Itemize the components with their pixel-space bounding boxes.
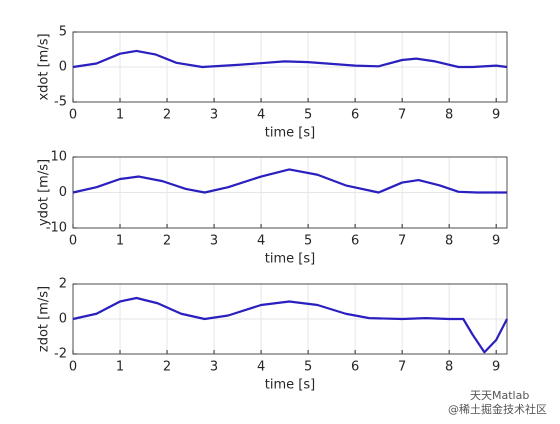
x-tick-label: 6 bbox=[351, 234, 359, 249]
y-tick-label: -5 bbox=[54, 95, 67, 110]
watermark: 天天Matlab bbox=[470, 389, 529, 402]
y-tick-label: 5 bbox=[59, 25, 67, 40]
x-tick-label: 3 bbox=[210, 360, 218, 375]
y-tick-label: 10 bbox=[50, 150, 67, 165]
x-tick-label: 5 bbox=[304, 234, 312, 249]
x-tick-label: 1 bbox=[116, 360, 124, 375]
x-tick-label: 7 bbox=[398, 108, 406, 123]
y-axis-label: ydot [m/s] bbox=[37, 159, 52, 226]
x-tick-label: 2 bbox=[163, 360, 171, 375]
x-tick-label: 3 bbox=[210, 234, 218, 249]
x-tick-label: 5 bbox=[304, 360, 312, 375]
x-tick-label: 6 bbox=[351, 108, 359, 123]
x-axis-label: time [s] bbox=[265, 252, 315, 267]
data-line bbox=[72, 168, 507, 194]
x-tick-label: 9 bbox=[492, 234, 500, 249]
x-axis-label: time [s] bbox=[265, 126, 315, 141]
data-line bbox=[72, 49, 508, 69]
y-tick-label: -10 bbox=[46, 221, 67, 236]
x-tick-label: 9 bbox=[492, 108, 500, 123]
x-tick-label: 7 bbox=[398, 234, 406, 249]
y-tick-label: 2 bbox=[59, 277, 67, 292]
data-line bbox=[72, 296, 508, 354]
watermark: @稀土掘金技术社区 bbox=[448, 402, 547, 416]
x-tick-label: 0 bbox=[69, 108, 77, 123]
y-axis-label: xdot [m/s] bbox=[37, 33, 52, 100]
x-tick-label: 5 bbox=[304, 108, 312, 123]
x-axis-label: time [s] bbox=[265, 378, 315, 393]
x-tick-label: 6 bbox=[351, 360, 359, 375]
x-tick-label: 1 bbox=[116, 234, 124, 249]
x-tick-label: 8 bbox=[445, 234, 453, 249]
x-tick-label: 3 bbox=[210, 108, 218, 123]
x-tick-label: 0 bbox=[69, 360, 77, 375]
x-tick-label: 7 bbox=[398, 360, 406, 375]
y-axis-label: zdot [m/s] bbox=[37, 286, 52, 352]
x-tick-label: 2 bbox=[163, 108, 171, 123]
x-tick-label: 0 bbox=[69, 234, 77, 249]
x-tick-label: 9 bbox=[492, 360, 500, 375]
y-tick-label: -2 bbox=[54, 347, 67, 362]
x-tick-label: 8 bbox=[445, 108, 453, 123]
y-tick-label: 0 bbox=[59, 60, 67, 75]
x-tick-label: 2 bbox=[163, 234, 171, 249]
x-tick-label: 4 bbox=[257, 360, 265, 375]
x-tick-label: 4 bbox=[257, 108, 265, 123]
x-tick-label: 8 bbox=[445, 360, 453, 375]
x-tick-label: 4 bbox=[257, 234, 265, 249]
y-tick-label: 0 bbox=[59, 312, 67, 327]
x-tick-label: 1 bbox=[116, 108, 124, 123]
y-tick-label: 0 bbox=[59, 185, 67, 200]
